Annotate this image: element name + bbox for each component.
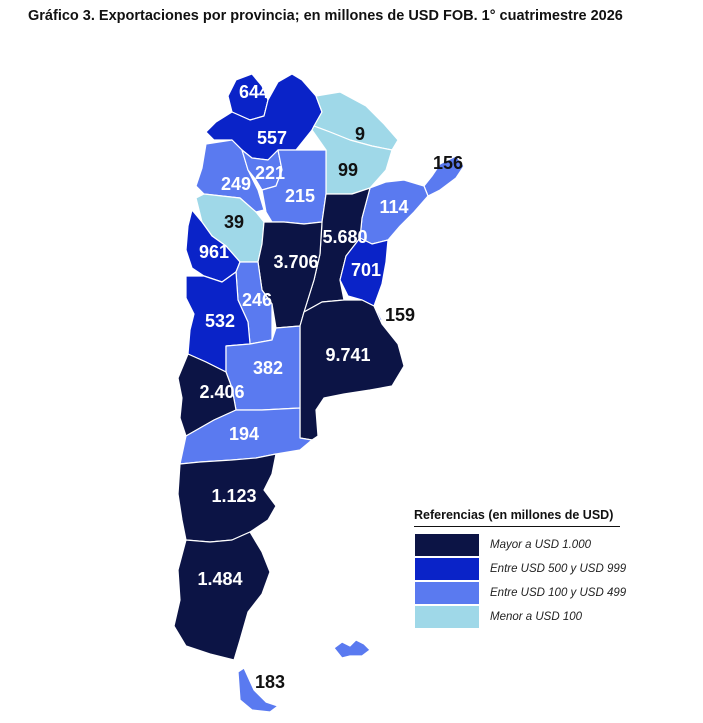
province-chubut — [177, 453, 277, 543]
province-chaco — [311, 125, 393, 195]
value-label-rio-negro: 194 — [229, 424, 259, 444]
legend-label: Mayor a USD 1.000 — [490, 539, 591, 551]
value-label-chaco: 99 — [338, 160, 358, 180]
legend-label: Entre USD 500 y USD 999 — [490, 563, 627, 575]
legend-swatch — [414, 581, 480, 605]
legend-item-menor-100: Menor a USD 100 — [414, 605, 644, 629]
value-label-formosa: 9 — [355, 124, 365, 144]
legend-item-entre-500-999: Entre USD 500 y USD 999 — [414, 557, 644, 581]
value-label-mendoza: 532 — [205, 311, 235, 331]
legend-item-mayor-1000: Mayor a USD 1.000 — [414, 533, 644, 557]
chart-title: Gráfico 3. Exportaciones por provincia; … — [28, 8, 623, 24]
value-label-santiago: 215 — [285, 186, 315, 206]
province-tierra-del-fuego — [237, 667, 279, 713]
value-label-corrientes: 114 — [379, 197, 408, 217]
map-legend: Referencias (en millones de USD) Mayor a… — [414, 508, 644, 629]
legend-swatch — [414, 533, 480, 557]
value-label-tucuman: 221 — [255, 163, 285, 183]
legend-title: Referencias (en millones de USD) — [414, 508, 620, 527]
province-santa-cruz — [173, 531, 271, 661]
value-label-entre-rios: 701 — [351, 260, 381, 280]
value-label-caba: 159 — [385, 305, 415, 325]
value-label-cordoba: 3.706 — [273, 252, 318, 272]
value-label-la-pampa: 382 — [253, 358, 283, 378]
value-label-san-juan: 961 — [199, 242, 229, 262]
value-label-santa-fe: 5.680 — [322, 227, 367, 247]
value-label-neuquen: 2.406 — [199, 382, 244, 402]
value-label-jujuy: 644 — [239, 82, 269, 102]
legend-item-entre-100-499: Entre USD 100 y USD 499 — [414, 581, 644, 605]
value-label-catamarca: 249 — [221, 174, 251, 194]
legend-swatch — [414, 557, 480, 581]
legend-label: Menor a USD 100 — [490, 611, 583, 623]
value-label-buenos-aires: 9.741 — [325, 345, 370, 365]
legend-label: Entre USD 100 y USD 499 — [490, 587, 627, 599]
value-label-salta: 557 — [257, 128, 287, 148]
value-label-san-luis: 246 — [242, 290, 272, 310]
value-label-chubut: 1.123 — [211, 486, 256, 506]
value-label-la-rioja: 39 — [224, 212, 244, 232]
province-tierra-del-fuego-malvinas — [333, 639, 371, 659]
value-label-santa-cruz: 1.484 — [197, 569, 242, 589]
value-label-tierra-del-fuego: 183 — [255, 672, 285, 692]
legend-swatch — [414, 605, 480, 629]
value-labels: 644 557 9 99 156 249 221 215 114 39 5.68… — [197, 82, 463, 692]
province-misiones — [423, 155, 465, 197]
value-label-misiones: 156 — [433, 153, 463, 173]
